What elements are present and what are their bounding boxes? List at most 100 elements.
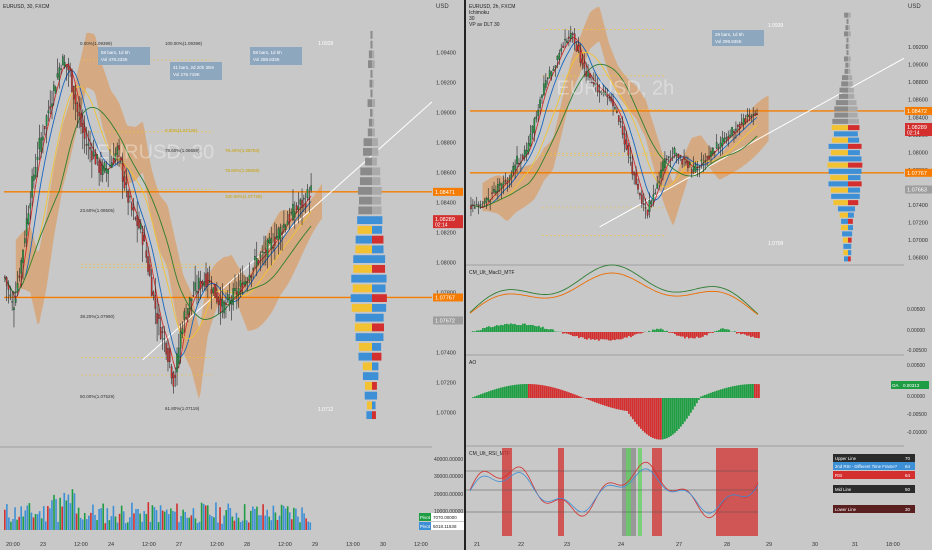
candle[interactable] <box>677 155 680 159</box>
candle[interactable] <box>656 183 659 189</box>
candle[interactable] <box>623 133 626 145</box>
candle[interactable] <box>587 72 589 77</box>
candle[interactable] <box>652 194 655 202</box>
trend-line[interactable] <box>142 101 433 361</box>
candle[interactable] <box>737 125 739 127</box>
candle[interactable] <box>42 136 44 141</box>
candle[interactable] <box>18 275 21 278</box>
candle[interactable] <box>281 232 283 235</box>
candle[interactable] <box>120 157 122 161</box>
candle[interactable] <box>89 147 91 150</box>
candle[interactable] <box>286 221 289 226</box>
candle[interactable] <box>589 73 591 78</box>
candle[interactable] <box>80 113 82 127</box>
candle[interactable] <box>729 134 731 138</box>
candle[interactable] <box>225 302 227 305</box>
candle[interactable] <box>541 94 543 98</box>
candle[interactable] <box>754 113 756 116</box>
candle[interactable] <box>642 203 645 206</box>
candle[interactable] <box>116 146 119 155</box>
candle[interactable] <box>38 138 41 149</box>
candle[interactable] <box>194 282 196 291</box>
candle[interactable] <box>179 331 182 349</box>
candle[interactable] <box>261 251 263 253</box>
candle[interactable] <box>631 162 634 175</box>
candle[interactable] <box>750 116 753 118</box>
candle[interactable] <box>56 73 59 78</box>
candle[interactable] <box>101 165 104 176</box>
candle[interactable] <box>548 70 551 79</box>
candle[interactable] <box>531 126 534 134</box>
candle[interactable] <box>683 156 685 160</box>
candle[interactable] <box>49 106 51 110</box>
candle[interactable] <box>604 92 607 96</box>
candle[interactable] <box>275 236 278 239</box>
candle[interactable] <box>568 36 570 39</box>
rsi-pane[interactable]: CM_Ult_RSI_MTF Upper Line 70 2nd RSI - Diff… <box>466 445 915 536</box>
candle[interactable] <box>127 191 129 203</box>
r-price-badge-orange[interactable] <box>905 106 932 115</box>
candle[interactable] <box>558 53 561 60</box>
candle[interactable] <box>489 200 491 202</box>
candle[interactable] <box>654 192 657 195</box>
candle[interactable] <box>629 156 632 159</box>
candle[interactable] <box>708 155 710 160</box>
candle[interactable] <box>274 236 276 246</box>
candle[interactable] <box>689 162 691 165</box>
candle[interactable] <box>715 142 718 149</box>
candle[interactable] <box>140 223 142 230</box>
candle[interactable] <box>481 206 484 208</box>
candle[interactable] <box>263 251 265 254</box>
candle[interactable] <box>562 45 564 48</box>
candle[interactable] <box>69 67 71 71</box>
candle[interactable] <box>62 56 64 66</box>
candle[interactable] <box>483 201 486 204</box>
candle[interactable] <box>497 183 499 192</box>
candle[interactable] <box>272 247 274 249</box>
candle[interactable] <box>667 156 670 158</box>
candle[interactable] <box>608 97 611 99</box>
price-badge-gray[interactable] <box>433 316 463 325</box>
candle[interactable] <box>742 118 745 125</box>
rsi-diff-tf-badge[interactable] <box>833 462 903 470</box>
candle[interactable] <box>521 155 524 160</box>
candle[interactable] <box>214 284 216 298</box>
candle[interactable] <box>24 238 26 244</box>
candle[interactable] <box>516 155 518 165</box>
candle[interactable] <box>190 298 193 302</box>
price-axis[interactable]: 1.09400 1.09200 1.09000 1.08800 1.08600 1.084… <box>433 4 463 417</box>
candle[interactable] <box>226 293 229 300</box>
lower-line-badge[interactable] <box>833 505 903 513</box>
macd-pane[interactable]: CM_Ult_MacD_MTF 0.00500 0.00000 -0.00500 <box>466 264 927 354</box>
candle[interactable] <box>33 174 35 181</box>
candle[interactable] <box>107 169 109 174</box>
candle[interactable] <box>725 137 728 140</box>
candle[interactable] <box>188 297 191 309</box>
candle[interactable] <box>288 214 291 223</box>
candle[interactable] <box>141 232 144 245</box>
candle[interactable] <box>546 77 549 80</box>
candle[interactable] <box>585 71 587 77</box>
candle[interactable] <box>16 282 19 292</box>
candle[interactable] <box>662 161 664 172</box>
candle[interactable] <box>54 86 57 94</box>
r-price-badge-gray[interactable] <box>905 185 932 194</box>
candle[interactable] <box>633 171 635 176</box>
candle[interactable] <box>156 313 158 324</box>
candle[interactable] <box>259 254 262 258</box>
candle[interactable] <box>646 209 649 216</box>
candle[interactable] <box>199 280 202 289</box>
candle[interactable] <box>650 201 653 205</box>
candle[interactable] <box>34 167 37 178</box>
candle[interactable] <box>172 372 175 387</box>
candle[interactable] <box>573 33 576 44</box>
candle[interactable] <box>129 195 131 198</box>
candle[interactable] <box>627 145 630 156</box>
candle[interactable] <box>614 107 616 109</box>
candle[interactable] <box>67 63 70 71</box>
candle[interactable] <box>472 204 474 207</box>
upper-line-badge[interactable] <box>833 454 903 462</box>
candle[interactable] <box>58 67 61 80</box>
candle[interactable] <box>60 68 62 70</box>
candle[interactable] <box>43 126 46 130</box>
